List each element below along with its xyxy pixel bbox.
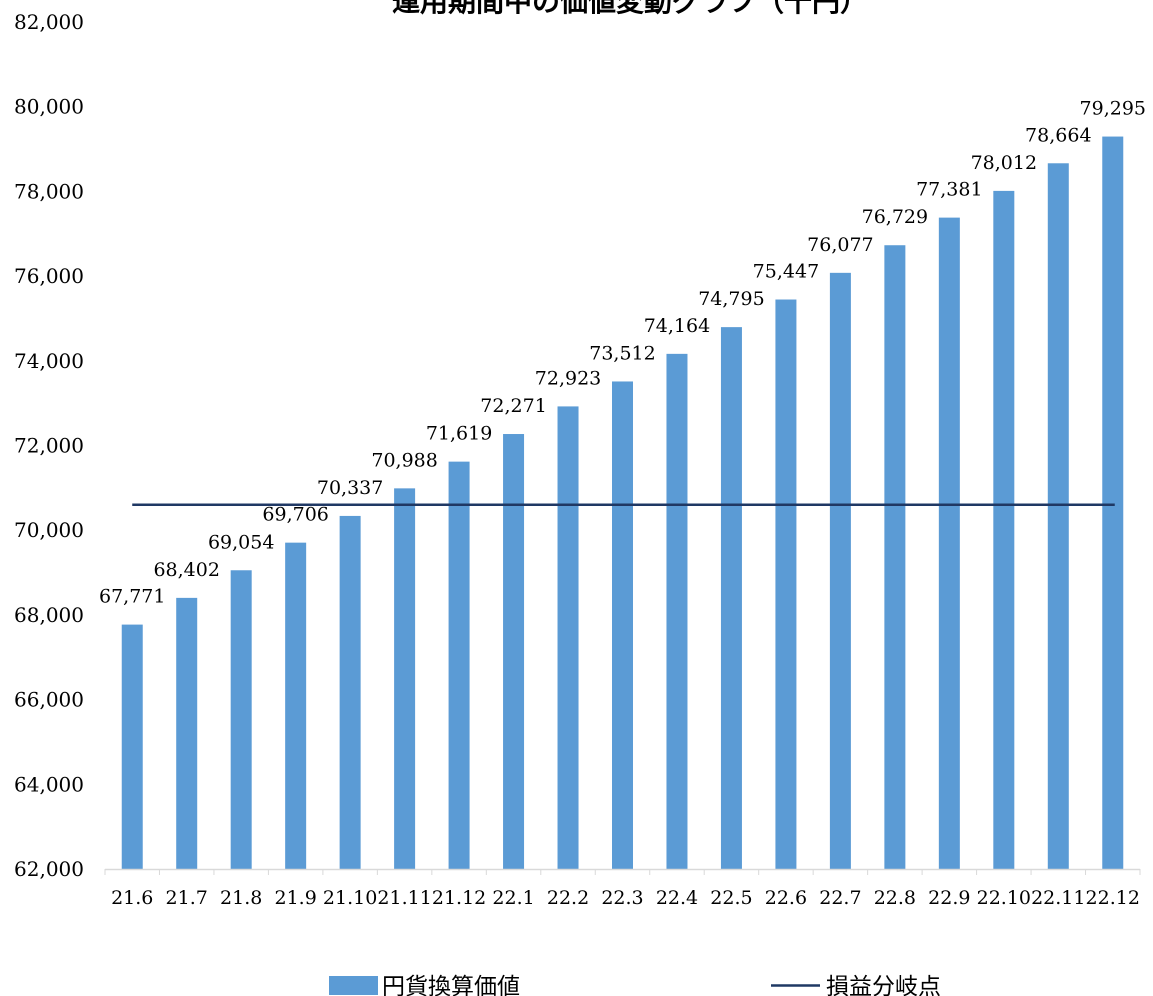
x-tick-label: 22.4 xyxy=(656,887,698,909)
data-label: 76,729 xyxy=(862,206,928,228)
bar xyxy=(666,353,688,869)
y-axis: 62,000 64,000 66,000 68,000 70,000 72,000 74,0… xyxy=(14,10,84,881)
bar xyxy=(1047,163,1069,869)
bar xyxy=(720,327,742,870)
y-tick-label: 76,000 xyxy=(14,264,84,288)
bar xyxy=(394,488,416,869)
x-tick-label: 21.11 xyxy=(377,887,431,909)
y-tick-label: 80,000 xyxy=(14,95,84,119)
y-tick-label: 68,000 xyxy=(14,603,84,627)
x-tick-label: 21.8 xyxy=(220,887,262,909)
x-tick-label: 21.9 xyxy=(275,887,317,909)
data-label: 72,923 xyxy=(535,367,601,389)
x-tick-label: 22.7 xyxy=(819,887,861,909)
x-tick-label: 21.6 xyxy=(111,887,153,909)
data-label: 78,012 xyxy=(971,152,1037,174)
bar xyxy=(121,624,143,869)
bar xyxy=(775,299,797,870)
data-label: 70,988 xyxy=(371,449,437,471)
data-label: 74,164 xyxy=(644,315,710,337)
bar xyxy=(829,272,851,869)
bar xyxy=(339,515,361,869)
x-tick-label: 22.10 xyxy=(977,887,1031,909)
x-tick-label: 22.2 xyxy=(547,887,589,909)
data-label: 75,447 xyxy=(753,261,819,283)
x-tick-label: 21.10 xyxy=(323,887,377,909)
bar xyxy=(557,406,579,869)
data-label: 79,295 xyxy=(1080,98,1146,120)
bar xyxy=(448,461,470,869)
data-label: 74,795 xyxy=(698,288,764,310)
bar xyxy=(884,245,906,869)
y-tick-label: 78,000 xyxy=(14,179,84,203)
data-label: 67,771 xyxy=(99,586,165,608)
bar-series xyxy=(121,136,1124,870)
x-tick-label: 21.12 xyxy=(432,887,486,909)
bar xyxy=(938,217,960,870)
x-tick-label: 22.5 xyxy=(710,887,752,909)
bar xyxy=(993,190,1015,870)
x-tick-label: 22.8 xyxy=(874,887,916,909)
data-label: 68,402 xyxy=(153,559,219,581)
data-label: 70,337 xyxy=(317,477,383,499)
y-tick-label: 66,000 xyxy=(14,688,84,712)
y-tick-label: 70,000 xyxy=(14,518,84,542)
bar xyxy=(230,570,252,869)
x-tick-label: 22.1 xyxy=(492,887,534,909)
legend: 円貨換算価値 損益分岐点 xyxy=(329,974,941,996)
x-tick-label: 22.12 xyxy=(1086,887,1140,909)
bar xyxy=(1102,136,1124,869)
x-tick-label: 22.11 xyxy=(1031,887,1085,909)
bar xyxy=(176,597,198,869)
bar xyxy=(503,434,525,869)
x-tick-label: 21.7 xyxy=(166,887,208,909)
data-label: 69,706 xyxy=(262,504,328,526)
x-tick-label: 22.9 xyxy=(928,887,970,909)
y-tick-label: 64,000 xyxy=(14,772,84,796)
legend-bar-swatch xyxy=(329,976,378,995)
x-tick-label: 22.3 xyxy=(601,887,643,909)
legend-bar-label: 円貨換算価値 xyxy=(382,974,520,996)
x-tick-label: 22.6 xyxy=(765,887,807,909)
chart-title: 運用期間中の価値変動グラフ（千円） xyxy=(392,0,868,18)
data-label: 77,381 xyxy=(916,179,982,201)
y-tick-label: 72,000 xyxy=(14,434,84,458)
data-labels: 67,771 68,402 69,054 69,706 70,337 70,988 71,6… xyxy=(99,98,1146,608)
x-axis: 21.6 21.7 21.8 21.9 21.10 21.11 21.12 22.1 22.2 2… xyxy=(104,868,1141,909)
y-tick-label: 74,000 xyxy=(14,349,84,373)
y-tick-label: 82,000 xyxy=(14,10,84,34)
y-tick-label: 62,000 xyxy=(14,857,84,881)
data-label: 78,664 xyxy=(1025,124,1091,146)
data-label: 71,619 xyxy=(426,423,492,445)
data-label: 72,271 xyxy=(480,395,546,417)
bar xyxy=(612,381,633,869)
legend-line-label: 損益分岐点 xyxy=(826,974,941,996)
bar xyxy=(285,542,307,869)
data-label: 69,054 xyxy=(208,531,274,553)
data-label: 76,077 xyxy=(807,234,873,256)
data-label: 73,512 xyxy=(589,342,655,364)
